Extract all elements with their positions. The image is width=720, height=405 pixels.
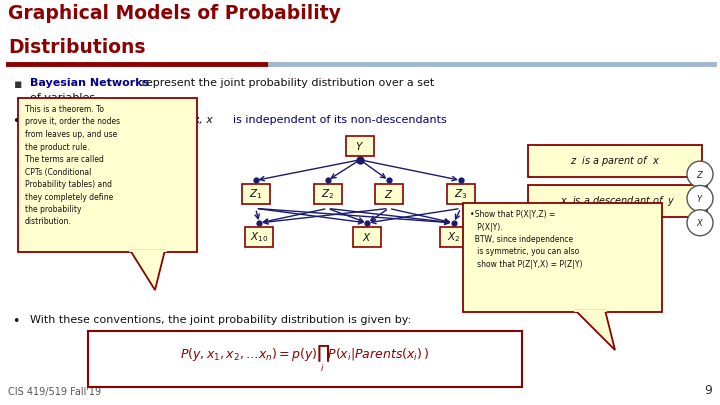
FancyBboxPatch shape <box>440 227 467 247</box>
Text: Independence Assumption:: Independence Assumption: <box>30 115 200 125</box>
Text: This is a theorem. To
prove it, order the nodes
from leaves up, and use
the prod: This is a theorem. To prove it, order th… <box>25 105 120 226</box>
Text: $Z_1$: $Z_1$ <box>249 188 262 201</box>
Polygon shape <box>130 250 165 290</box>
Circle shape <box>687 185 713 211</box>
Text: $X_{10}$: $X_{10}$ <box>250 230 269 244</box>
FancyBboxPatch shape <box>528 185 707 217</box>
Text: $X_2$: $X_2$ <box>447 230 460 244</box>
Text: •: • <box>470 210 474 219</box>
Text: •: • <box>12 115 19 128</box>
FancyBboxPatch shape <box>88 331 522 387</box>
FancyBboxPatch shape <box>447 184 474 205</box>
Text: represent the joint probability distribution over a set: represent the joint probability distribu… <box>138 78 434 88</box>
FancyBboxPatch shape <box>528 145 702 177</box>
FancyBboxPatch shape <box>242 184 269 205</box>
Text: $P(y, x_1, x_2, \ldots x_n) = p(y)\prod_i P(x_i|Parents(x_i)\,)$: $P(y, x_1, x_2, \ldots x_n) = p(y)\prod_… <box>180 344 430 374</box>
FancyBboxPatch shape <box>375 184 402 205</box>
FancyBboxPatch shape <box>314 184 341 205</box>
Text: Show that P(X|Y,Z) =
   P(X|Y).
  BTW, since independence
   is symmetric, you c: Show that P(X|Y,Z) = P(X|Y). BTW, since … <box>470 210 582 269</box>
FancyBboxPatch shape <box>18 98 197 252</box>
FancyBboxPatch shape <box>354 227 381 247</box>
Text: Distributions: Distributions <box>8 38 145 57</box>
Text: CIS 419/519 Fall'19: CIS 419/519 Fall'19 <box>8 387 101 397</box>
FancyBboxPatch shape <box>246 227 273 247</box>
Text: $Z$: $Z$ <box>696 168 704 180</box>
Text: $Z_3$: $Z_3$ <box>454 188 467 201</box>
Text: $z$  is a parent of  $x$: $z$ is a parent of $x$ <box>570 154 660 168</box>
Circle shape <box>687 161 713 187</box>
Text: ▪: ▪ <box>14 78 22 91</box>
Text: $x$  is a descendant of  $y$: $x$ is a descendant of $y$ <box>559 194 675 208</box>
Text: of variables.: of variables. <box>30 93 99 103</box>
Text: $X$: $X$ <box>362 231 372 243</box>
Text: $X$: $X$ <box>696 217 704 228</box>
Text: With these conventions, the joint probability distribution is given by:: With these conventions, the joint probab… <box>30 315 411 325</box>
Text: 9: 9 <box>704 384 712 397</box>
Text: $Z$: $Z$ <box>384 188 394 200</box>
FancyBboxPatch shape <box>463 203 662 312</box>
Text: $Y$: $Y$ <box>356 140 364 152</box>
Circle shape <box>687 210 713 236</box>
Text: is independent of its non-descendants: is independent of its non-descendants <box>226 115 446 125</box>
Polygon shape <box>575 310 615 350</box>
Text: •: • <box>12 315 19 328</box>
Text: ∀ x, x: ∀ x, x <box>178 115 213 125</box>
Text: $Z_2$: $Z_2$ <box>321 188 334 201</box>
Text: Graphical Models of Probability: Graphical Models of Probability <box>8 4 341 23</box>
Text: $Y$: $Y$ <box>696 193 704 204</box>
Text: given its parents: given its parents <box>30 130 124 140</box>
FancyBboxPatch shape <box>346 136 374 156</box>
Text: Bayesian Networks: Bayesian Networks <box>30 78 149 88</box>
